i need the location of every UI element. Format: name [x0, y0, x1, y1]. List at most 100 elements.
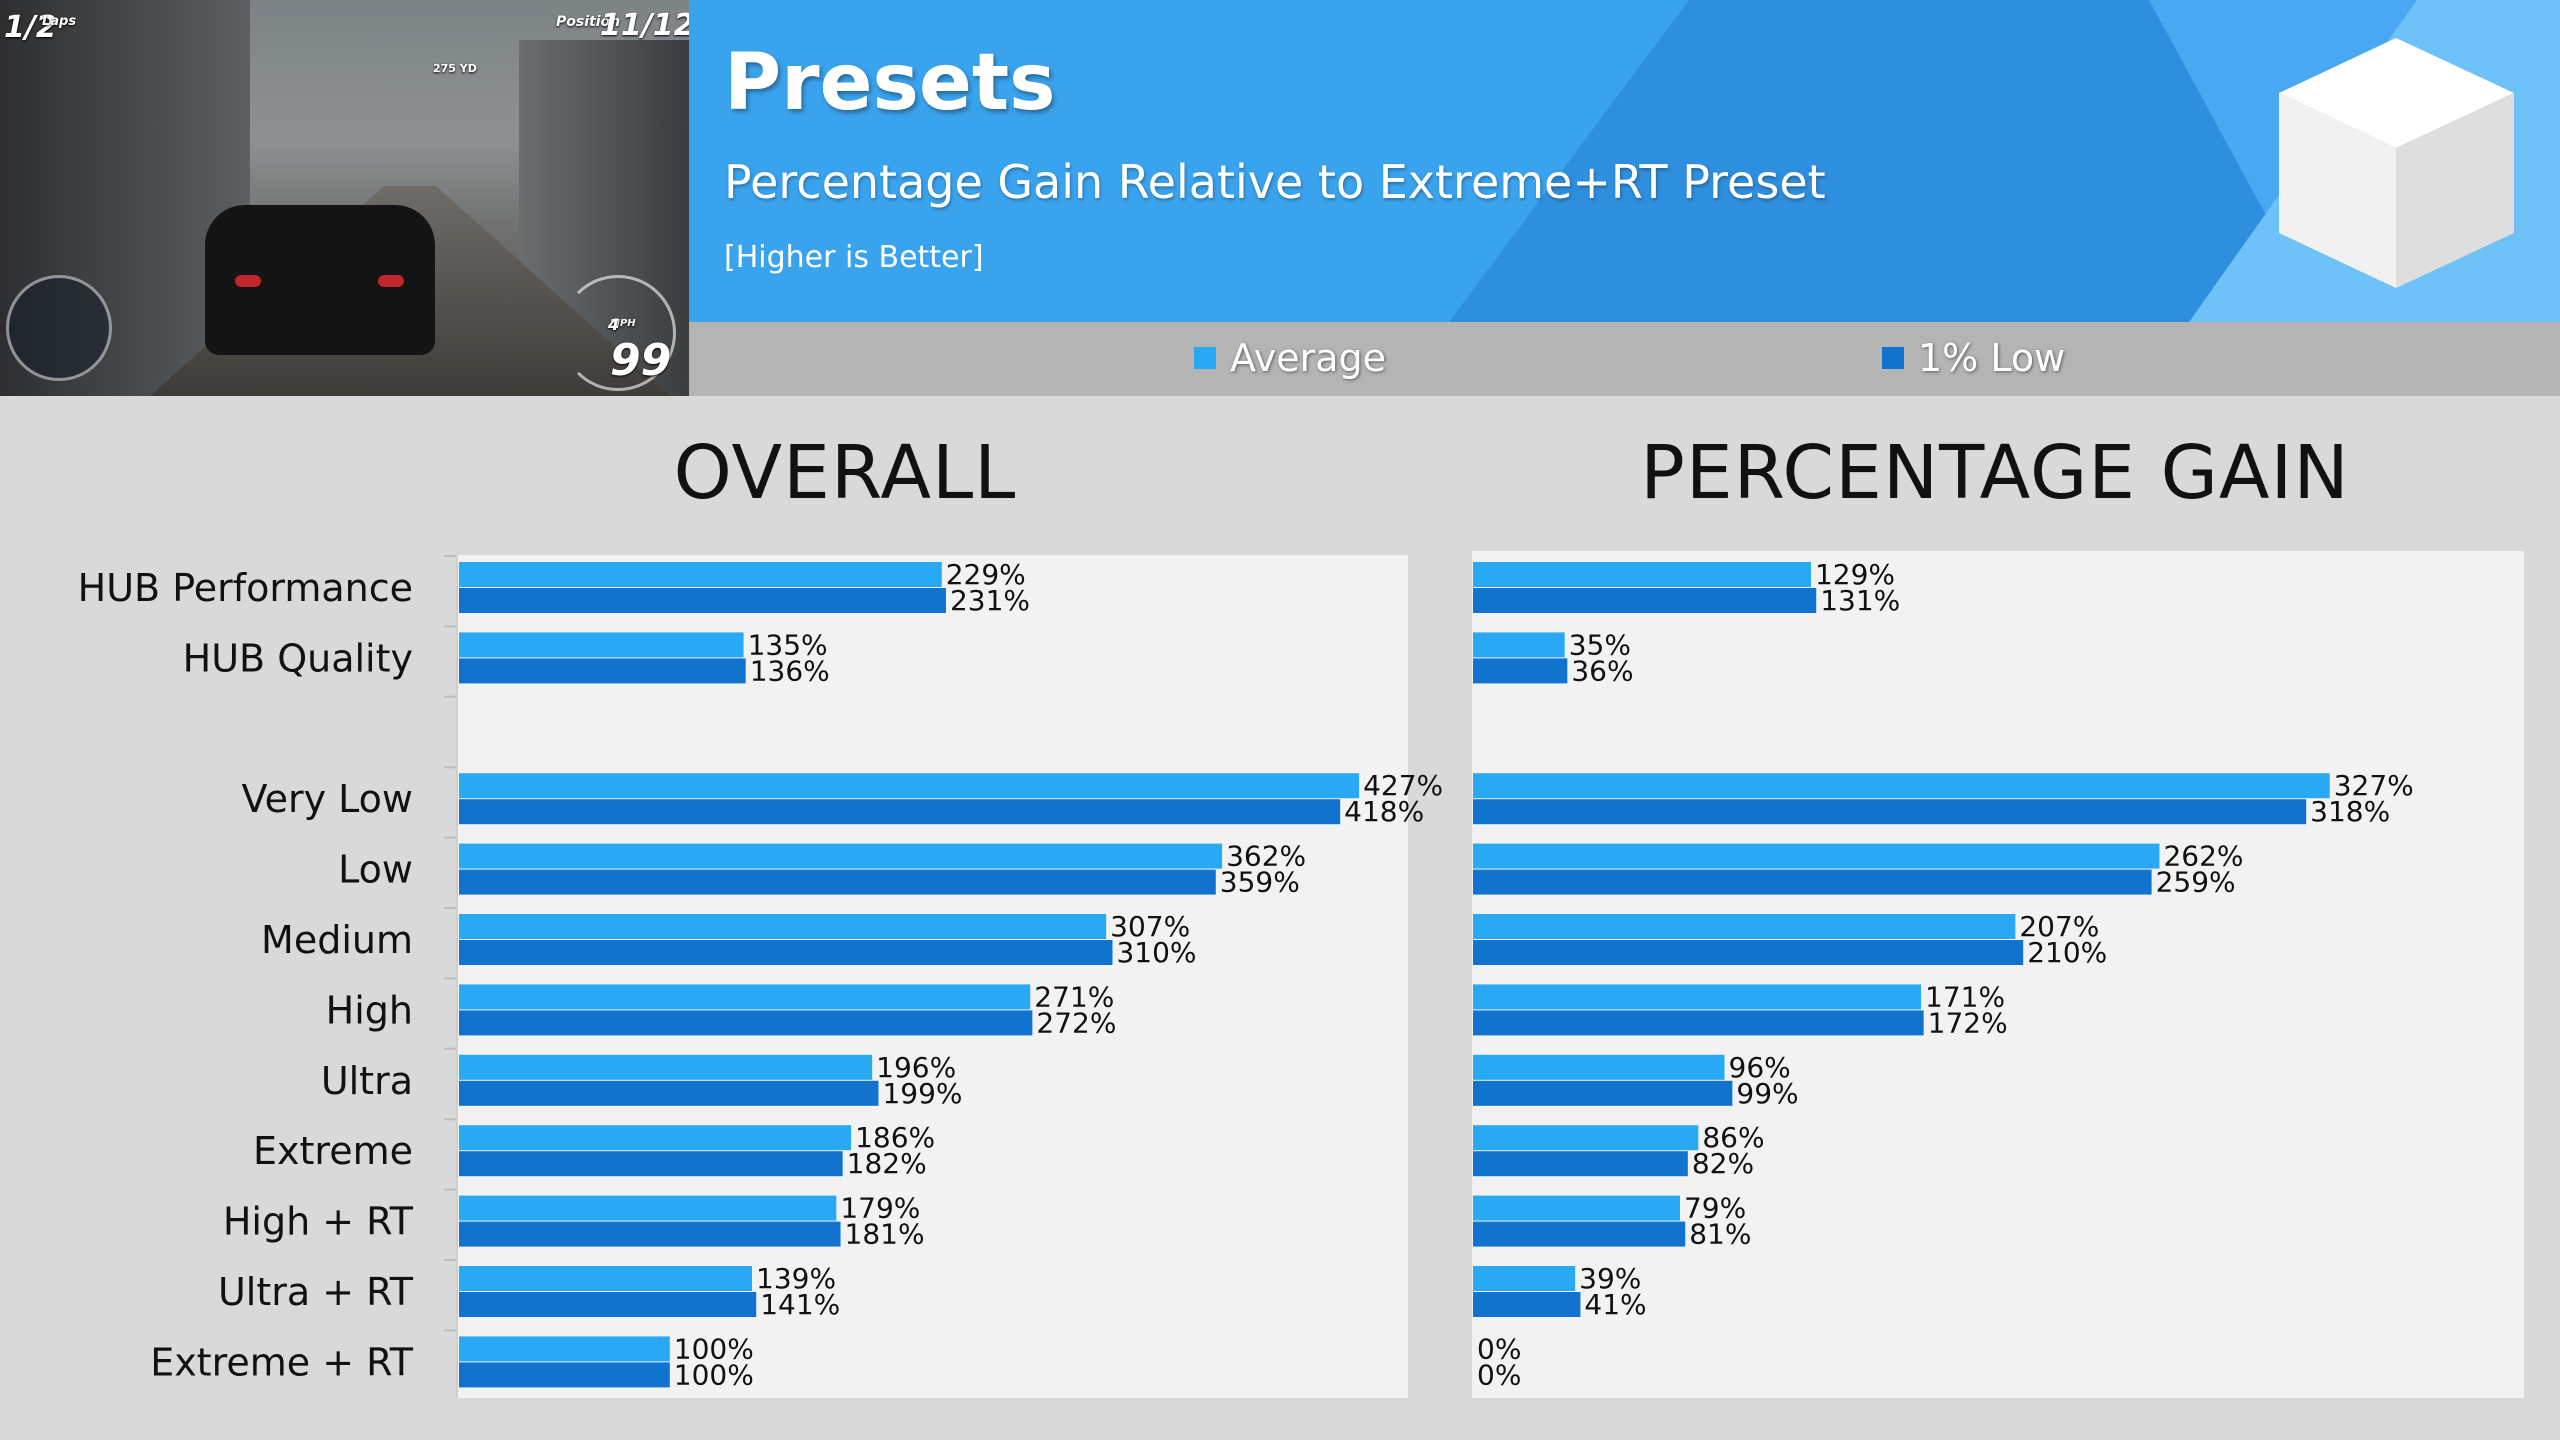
bar-1pct-low — [459, 1080, 879, 1106]
data-label: 82% — [1692, 1147, 1754, 1180]
overall-plot-area — [458, 555, 1408, 1398]
legend: Average 1% Low — [689, 322, 2560, 396]
bar-average — [1473, 773, 2330, 799]
category-label: Ultra — [321, 1059, 413, 1103]
data-label: 362% — [1226, 840, 1306, 873]
bar-1pct-low — [459, 940, 1113, 965]
percentage-gain-chart-title: PERCENTAGE GAIN — [1640, 430, 2350, 516]
data-label: 96% — [1729, 1051, 1791, 1084]
category-label: Extreme — [253, 1129, 413, 1173]
bar-1pct-low — [1473, 1151, 1688, 1177]
bar-1pct-low — [459, 658, 746, 684]
data-label: 186% — [855, 1121, 935, 1154]
category-axis — [456, 555, 458, 1398]
bar-average — [459, 984, 1031, 1010]
bar-average — [459, 1125, 852, 1151]
data-label: 35% — [1569, 628, 1631, 661]
bar-average — [1473, 562, 1811, 587]
data-label: 307% — [1110, 910, 1190, 943]
data-label: 36% — [1571, 654, 1633, 687]
category-label: HUB Performance — [78, 566, 413, 610]
category-label: HUB Quality — [183, 636, 413, 680]
bar-1pct-low — [459, 799, 1341, 825]
data-label: 207% — [2019, 910, 2099, 943]
cube-logo-icon — [2279, 38, 2514, 288]
header-banner: Presets Percentage Gain Relative to Extr… — [689, 0, 2560, 322]
category-label: Very Low — [242, 777, 413, 821]
data-label: 131% — [1820, 584, 1900, 617]
category-label: High — [326, 988, 413, 1032]
data-label: 100% — [674, 1332, 754, 1365]
bar-average — [459, 1266, 753, 1291]
bar-1pct-low — [459, 1292, 757, 1317]
tail-light-left — [235, 275, 261, 287]
data-label: 171% — [1925, 980, 2005, 1013]
data-label: 182% — [847, 1147, 927, 1180]
category-label: Low — [338, 848, 413, 892]
bar-average — [1473, 1266, 1576, 1291]
data-label: 271% — [1034, 980, 1114, 1013]
bar-average — [1473, 984, 1922, 1010]
bar-average — [1473, 1054, 1725, 1080]
bar-1pct-low — [459, 1151, 843, 1177]
data-label: 262% — [2163, 840, 2243, 873]
gear-value: 4 — [608, 315, 620, 334]
data-label: 81% — [1689, 1218, 1751, 1251]
game-screenshot-thumbnail: 1/2 Laps Position 11/12 275 YD 99 MPH 4 — [0, 0, 689, 396]
category-label: Extreme + RT — [150, 1340, 414, 1384]
data-label: 141% — [760, 1288, 840, 1321]
bar-average — [459, 773, 1360, 799]
bar-1pct-low — [1473, 799, 2307, 825]
bar-1pct-low — [459, 1362, 670, 1388]
bar-average — [1473, 1195, 1680, 1221]
legend-item-1pct-low: 1% Low — [1882, 336, 2065, 380]
page-title: Presets — [724, 38, 1056, 128]
data-label: 135% — [748, 628, 828, 661]
page-subtitle: Percentage Gain Relative to Extreme+RT P… — [724, 155, 1826, 209]
legend-swatch-1pct-low — [1882, 347, 1904, 369]
higher-is-better-note: [Higher is Better] — [724, 240, 984, 275]
data-label: 196% — [876, 1051, 956, 1084]
bar-average — [459, 632, 744, 658]
data-label: 418% — [1344, 795, 1424, 828]
bar-average — [459, 1336, 670, 1362]
legend-item-average: Average — [1194, 336, 1386, 380]
data-label: 231% — [950, 584, 1030, 617]
data-label: 179% — [840, 1192, 920, 1225]
data-label: 136% — [750, 654, 830, 687]
legend-label-average: Average — [1230, 336, 1387, 380]
bar-average — [459, 1054, 873, 1080]
bar-average — [459, 1195, 837, 1221]
category-label: Ultra + RT — [218, 1270, 414, 1314]
bar-average — [1473, 1125, 1699, 1151]
bar-1pct-low — [1473, 869, 2152, 895]
bar-1pct-low — [1473, 1221, 1686, 1247]
data-label: 0% — [1477, 1332, 1521, 1365]
overall-chart-title: OVERALL — [673, 430, 1017, 516]
data-label: 272% — [1036, 1006, 1116, 1039]
minimap — [6, 275, 112, 381]
bar-1pct-low — [1473, 1010, 1924, 1036]
data-label: 79% — [1684, 1192, 1746, 1225]
laps-counter: 1/2 — [4, 10, 57, 45]
bar-average — [1473, 914, 2016, 939]
bar-1pct-low — [1473, 940, 2024, 965]
bar-average — [1473, 843, 2160, 869]
position-value: 11/12 — [600, 8, 689, 43]
position-label: Position — [556, 14, 621, 30]
data-label: 427% — [1363, 769, 1443, 802]
bar-1pct-low — [1473, 658, 1568, 684]
bar-1pct-low — [1473, 1292, 1581, 1317]
category-label: High + RT — [223, 1200, 414, 1244]
tail-light-right — [378, 275, 404, 287]
bar-1pct-low — [459, 869, 1216, 895]
bar-1pct-low — [1473, 1080, 1733, 1106]
data-label: 0% — [1477, 1358, 1521, 1391]
bar-1pct-low — [459, 1221, 841, 1247]
data-label: 39% — [1579, 1262, 1641, 1295]
data-label: 199% — [882, 1077, 962, 1110]
data-label: 41% — [1584, 1288, 1646, 1321]
data-label: 359% — [1220, 866, 1300, 899]
data-label: 310% — [1116, 936, 1196, 969]
